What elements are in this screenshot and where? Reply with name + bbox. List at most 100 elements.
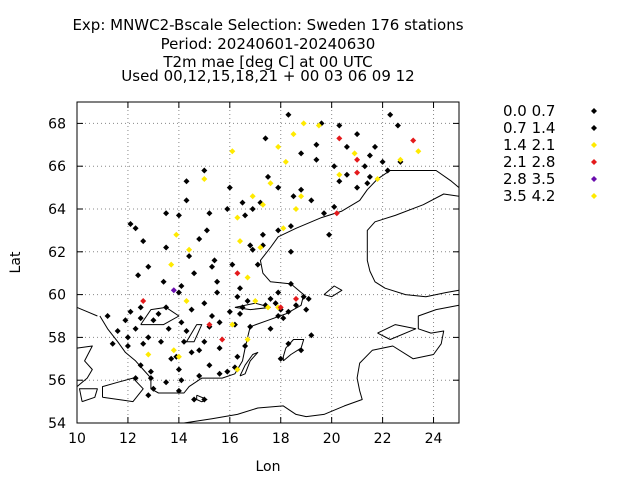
station-point bbox=[140, 238, 147, 245]
station-point bbox=[224, 368, 231, 375]
funen-island bbox=[79, 388, 98, 403]
station-point bbox=[165, 325, 172, 332]
chart-title: Exp: MNWC2-Bscale Selection: Sweden 176 … bbox=[72, 16, 463, 85]
station-point bbox=[124, 343, 131, 349]
station-point bbox=[237, 238, 243, 245]
station-point bbox=[206, 210, 213, 217]
oland-island bbox=[239, 351, 259, 377]
y-tick-label: 66 bbox=[48, 159, 66, 175]
station-point bbox=[181, 338, 187, 345]
station-point bbox=[313, 156, 320, 163]
legend-label: 3.5 4.2 bbox=[503, 187, 555, 205]
station-point bbox=[186, 253, 193, 260]
station-point bbox=[280, 315, 287, 322]
station-point bbox=[303, 306, 310, 313]
finnish-coastline bbox=[366, 193, 460, 298]
swedish-coastline bbox=[99, 170, 460, 394]
station-point bbox=[132, 325, 139, 332]
baltic-states-coastline bbox=[183, 304, 460, 424]
y-tick-label: 60 bbox=[48, 288, 66, 304]
x-tick-label: 10 bbox=[68, 431, 86, 447]
station-point bbox=[178, 319, 185, 326]
x-tick-label: 14 bbox=[170, 431, 188, 447]
station-point bbox=[201, 300, 208, 307]
y-tick-label: 64 bbox=[48, 202, 66, 218]
station-point bbox=[275, 313, 282, 319]
station-point bbox=[168, 355, 175, 362]
y-axis-label: Lat bbox=[8, 251, 24, 273]
station-point bbox=[285, 111, 292, 118]
station-point bbox=[163, 244, 170, 251]
station-point bbox=[336, 178, 343, 185]
legend-marker bbox=[591, 125, 597, 131]
station-point bbox=[150, 317, 157, 324]
station-point bbox=[163, 379, 170, 386]
station-point bbox=[226, 308, 233, 315]
station-point bbox=[290, 131, 297, 138]
station-point bbox=[191, 270, 198, 277]
station-point bbox=[343, 171, 350, 178]
station-point bbox=[183, 178, 190, 185]
station-point bbox=[285, 308, 292, 315]
station-point bbox=[114, 328, 121, 334]
station-point bbox=[229, 261, 236, 268]
lake-vattern bbox=[186, 324, 203, 343]
coastline-map bbox=[76, 170, 460, 424]
station-point bbox=[137, 304, 144, 311]
station-point bbox=[175, 289, 182, 296]
station-point bbox=[140, 298, 147, 304]
station-point bbox=[282, 158, 289, 165]
station-point bbox=[178, 377, 185, 384]
station-point bbox=[331, 203, 338, 210]
legend-marker bbox=[591, 142, 597, 148]
x-tick-label: 20 bbox=[323, 431, 341, 447]
station-point bbox=[122, 317, 129, 324]
station-point bbox=[183, 328, 190, 334]
station-markers bbox=[104, 111, 422, 403]
station-point bbox=[308, 332, 315, 339]
station-point bbox=[137, 362, 144, 369]
station-point bbox=[137, 315, 144, 322]
station-point bbox=[275, 289, 282, 296]
station-point bbox=[336, 122, 343, 129]
legend-marker bbox=[591, 108, 597, 114]
station-point bbox=[201, 176, 208, 182]
station-point bbox=[175, 353, 182, 360]
station-point bbox=[354, 184, 361, 191]
station-point bbox=[160, 278, 167, 285]
station-point bbox=[178, 283, 185, 289]
station-point bbox=[287, 223, 294, 230]
station-point bbox=[170, 347, 177, 354]
station-point bbox=[336, 135, 343, 142]
station-point bbox=[293, 206, 299, 212]
station-point bbox=[242, 212, 249, 219]
station-point bbox=[237, 310, 243, 317]
station-point bbox=[354, 156, 361, 163]
station-point bbox=[214, 289, 221, 296]
station-point bbox=[372, 143, 378, 150]
station-point bbox=[275, 143, 282, 150]
legend: 0.0 0.70.7 1.41.4 2.12.1 2.82.8 3.53.5 4… bbox=[503, 102, 597, 205]
station-point bbox=[259, 201, 266, 208]
station-point bbox=[384, 167, 391, 174]
legend-label: 2.8 3.5 bbox=[503, 170, 555, 188]
station-point bbox=[257, 244, 264, 251]
y-tick-label: 62 bbox=[48, 245, 66, 261]
station-point bbox=[275, 184, 282, 191]
station-point bbox=[333, 210, 340, 217]
station-point bbox=[262, 135, 269, 142]
zealand-island bbox=[102, 377, 144, 403]
station-point bbox=[229, 321, 236, 328]
station-point bbox=[315, 122, 322, 129]
y-tick-label: 56 bbox=[48, 373, 66, 389]
title-line: Period: 20240601-20240630 bbox=[161, 35, 376, 53]
gotland-island bbox=[282, 339, 305, 362]
station-point bbox=[237, 285, 243, 292]
station-point bbox=[158, 338, 164, 345]
station-point bbox=[366, 173, 373, 180]
station-point bbox=[191, 396, 198, 403]
station-point bbox=[132, 375, 139, 382]
station-point bbox=[188, 306, 195, 313]
station-point bbox=[109, 340, 116, 347]
